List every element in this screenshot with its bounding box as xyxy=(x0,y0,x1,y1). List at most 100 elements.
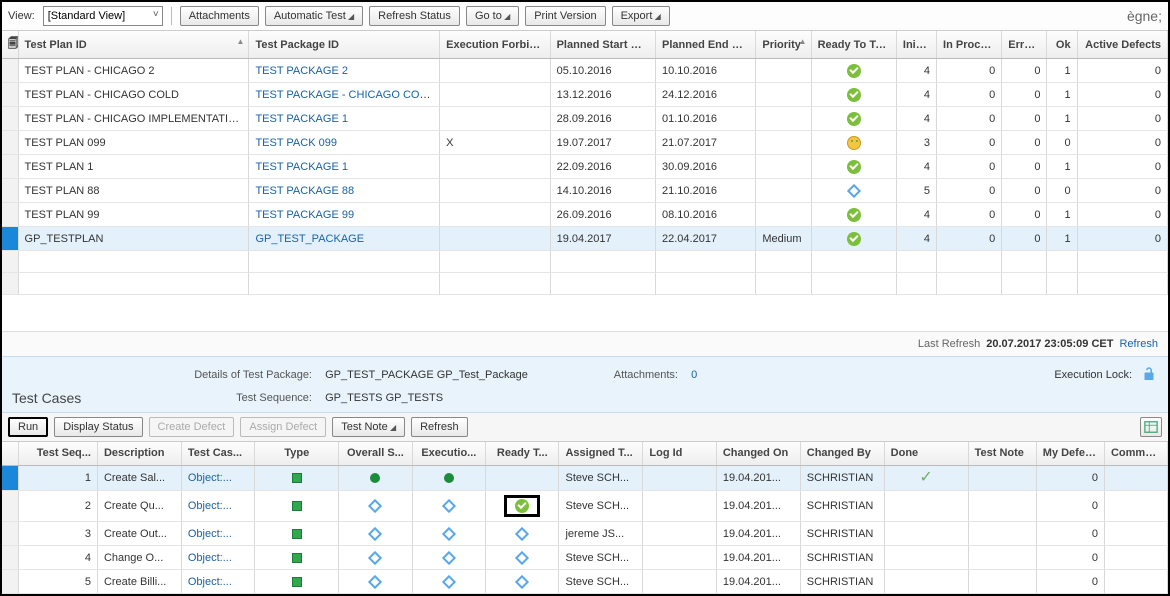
attachments-count-link[interactable]: 0 xyxy=(691,369,697,381)
row-handle[interactable] xyxy=(2,203,18,227)
row-handle[interactable] xyxy=(2,59,18,83)
cell-package[interactable]: TEST PACKAGE - CHICAGO COLD xyxy=(249,83,440,107)
table-row[interactable]: TEST PLAN - CHICAGO 2 TEST PACKAGE 2 05.… xyxy=(2,59,1168,83)
status-dot-icon xyxy=(444,473,454,483)
row-handle[interactable] xyxy=(2,570,19,594)
cell-errors: 0 xyxy=(1002,203,1047,227)
col-my-defects[interactable]: My Defects xyxy=(1036,442,1104,466)
row-handle[interactable] xyxy=(2,155,18,179)
col-end[interactable]: Planned End Date xyxy=(656,31,756,59)
cell-package[interactable]: TEST PACK 099 xyxy=(249,131,440,155)
cell-ready xyxy=(811,131,896,155)
refresh-status-button[interactable]: Refresh Status xyxy=(369,6,460,26)
table-row[interactable]: GP_TESTPLAN GP_TEST_PACKAGE 19.04.2017 2… xyxy=(2,227,1168,251)
col-start[interactable]: Planned Start Date xyxy=(550,31,655,59)
row-handle[interactable] xyxy=(2,466,19,491)
table-row[interactable]: TEST PLAN - CHICAGO COLD TEST PACKAGE - … xyxy=(2,83,1168,107)
execution-lock-label: Execution Lock: xyxy=(1054,369,1132,381)
cell-done xyxy=(884,546,968,570)
cell-package[interactable]: TEST PACKAGE 99 xyxy=(249,203,440,227)
col-exec-forbidden[interactable]: Execution Forbidden xyxy=(440,31,550,59)
table-row[interactable]: 2 Create Qu... Object:... Steve SCH... 1… xyxy=(2,491,1168,522)
cell-end: 22.04.2017 xyxy=(656,227,756,251)
run-button[interactable]: Run xyxy=(8,417,48,437)
col-test-note[interactable]: Test Note xyxy=(968,442,1036,466)
col-active-defects[interactable]: Active Defects xyxy=(1077,31,1167,59)
cell-errors: 0 xyxy=(1002,59,1047,83)
col-ready[interactable]: Ready T... xyxy=(486,442,559,466)
table-row[interactable]: TEST PLAN 099 TEST PACK 099 X 19.07.2017… xyxy=(2,131,1168,155)
row-handle[interactable] xyxy=(2,131,18,155)
attachments-button[interactable]: Attachments xyxy=(180,6,259,26)
row-handle[interactable] xyxy=(2,227,18,251)
row-handle[interactable] xyxy=(2,491,19,522)
cell-seq: 5 xyxy=(19,570,98,594)
col-logid[interactable]: Log Id xyxy=(643,442,716,466)
table-row[interactable]: 1 Create Sal... Object:... Steve SCH... … xyxy=(2,466,1168,491)
col-type[interactable]: Type xyxy=(255,442,339,466)
col-priority[interactable]: Priority▲ xyxy=(756,31,811,59)
table-row[interactable]: 3 Create Out... Object:... jereme JS... … xyxy=(2,522,1168,546)
cell-case[interactable]: Object:... xyxy=(181,570,254,594)
row-handle[interactable] xyxy=(2,83,18,107)
print-version-button[interactable]: Print Version xyxy=(525,6,605,26)
test-cases-table-wrap: Test Seq... Description Test Cas... Type… xyxy=(2,442,1168,595)
row-handle[interactable] xyxy=(2,107,18,131)
cell-package[interactable]: GP_TEST_PACKAGE xyxy=(249,227,440,251)
col-assigned[interactable]: Assigned T... xyxy=(559,442,643,466)
col-comment[interactable]: Comment xyxy=(1104,442,1167,466)
details-header: Details of Test Package: GP_TEST_PACKAGE… xyxy=(2,356,1168,413)
row-handle[interactable] xyxy=(2,179,18,203)
separator xyxy=(171,7,172,25)
cell-inprocess: 0 xyxy=(937,203,1002,227)
table-settings-icon[interactable] xyxy=(1140,417,1162,437)
table-row[interactable]: TEST PLAN - CHICAGO IMPLEMENTATION TEST … xyxy=(2,107,1168,131)
col-changed-on[interactable]: Changed On xyxy=(716,442,800,466)
cell-case[interactable]: Object:... xyxy=(181,522,254,546)
test-note-button[interactable]: Test Note xyxy=(332,417,405,437)
row-handle[interactable] xyxy=(2,522,19,546)
col-errors[interactable]: Errors xyxy=(1002,31,1047,59)
table-row[interactable]: TEST PLAN 99 TEST PACKAGE 99 26.09.2016 … xyxy=(2,203,1168,227)
cell-case[interactable]: Object:... xyxy=(181,546,254,570)
cell-package[interactable]: TEST PACKAGE 1 xyxy=(249,155,440,179)
col-seq[interactable]: Test Seq... xyxy=(19,442,98,466)
export-button[interactable]: Export xyxy=(612,6,670,26)
automatic-test-button[interactable]: Automatic Test xyxy=(265,6,363,26)
cell-case[interactable]: Object:... xyxy=(181,466,254,491)
table-row[interactable]: TEST PLAN 88 TEST PACKAGE 88 14.10.2016 … xyxy=(2,179,1168,203)
col-test-plan-id[interactable]: Test Plan ID▲ xyxy=(18,31,249,59)
help-icon[interactable]: ègne; xyxy=(1127,8,1162,24)
col-test-package-id[interactable]: Test Package ID xyxy=(249,31,440,59)
col-exec[interactable]: Executio... xyxy=(412,442,485,466)
table-row-empty xyxy=(2,273,1168,295)
cell-exf xyxy=(440,179,550,203)
col-ok[interactable]: Ok xyxy=(1047,31,1077,59)
cell-package[interactable]: TEST PACKAGE 1 xyxy=(249,107,440,131)
col-changed-by[interactable]: Changed By xyxy=(800,442,884,466)
select-all-handle[interactable]: 🗐 xyxy=(2,31,18,59)
cell-ready xyxy=(486,491,559,522)
col-overall[interactable]: Overall S... xyxy=(339,442,412,466)
cell-defects: 0 xyxy=(1077,155,1167,179)
refresh-link[interactable]: Refresh xyxy=(1119,338,1158,350)
table-row[interactable]: 5 Create Billi... Object:... Steve SCH..… xyxy=(2,570,1168,594)
cell-case[interactable]: Object:... xyxy=(181,491,254,522)
table-row[interactable]: TEST PLAN 1 TEST PACKAGE 1 22.09.2016 30… xyxy=(2,155,1168,179)
lower-refresh-button[interactable]: Refresh xyxy=(411,417,468,437)
col-inprocess[interactable]: In Process xyxy=(937,31,1002,59)
col-ready[interactable]: Ready To Test xyxy=(811,31,896,59)
cell-package[interactable]: TEST PACKAGE 2 xyxy=(249,59,440,83)
col-case[interactable]: Test Cas... xyxy=(181,442,254,466)
col-handle[interactable] xyxy=(2,442,19,466)
col-done[interactable]: Done xyxy=(884,442,968,466)
col-desc[interactable]: Description xyxy=(97,442,181,466)
view-select[interactable] xyxy=(43,6,163,26)
cell-test-note xyxy=(968,466,1036,491)
table-row[interactable]: 4 Change O... Object:... Steve SCH... 19… xyxy=(2,546,1168,570)
cell-package[interactable]: TEST PACKAGE 88 xyxy=(249,179,440,203)
row-handle[interactable] xyxy=(2,546,19,570)
display-status-button[interactable]: Display Status xyxy=(54,417,142,437)
goto-button[interactable]: Go to xyxy=(466,6,519,26)
col-initial[interactable]: Initial xyxy=(896,31,936,59)
